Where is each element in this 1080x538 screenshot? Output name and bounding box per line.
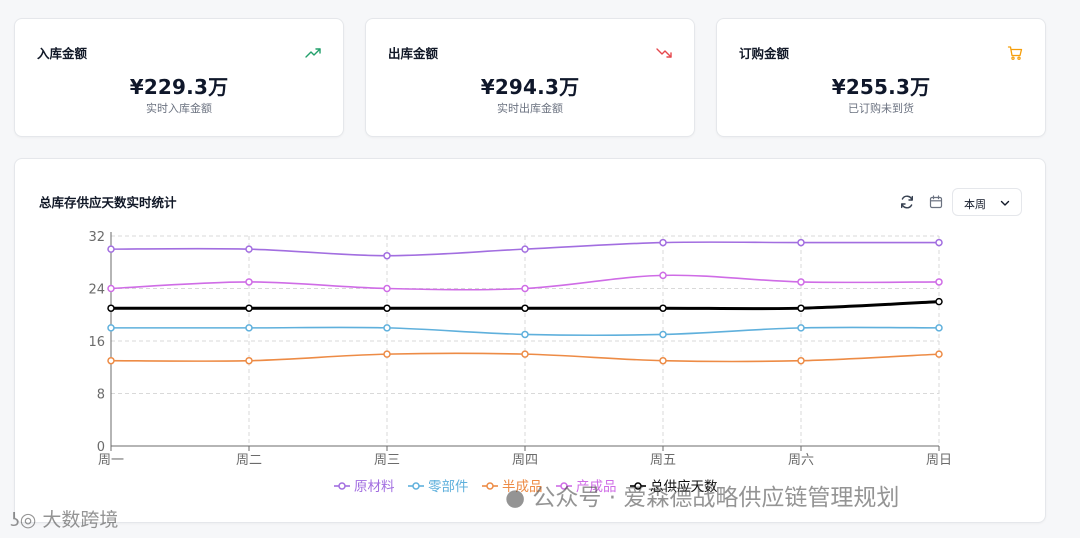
data-point [521,330,529,339]
legend-swatch-marker [412,482,420,490]
outbound-amount-card: 出库金额 ¥294.3万 实时出库金额 [365,18,695,137]
card-value: ¥229.3万 [129,75,229,99]
data-point [659,304,667,312]
card-title: 出库金额 [388,46,439,61]
watermark-right: ● 公众号 · 爱森德战略供应链管理规划 [505,478,899,512]
data-point [245,324,253,332]
card-value: ¥294.3万 [480,75,580,99]
y-tick-label: 0 [97,440,105,455]
card-subtitle: 实时出库金额 [497,102,563,115]
legend-swatch-marker [486,482,494,490]
data-point [107,356,115,365]
data-point [935,324,943,332]
legend-label: 零部件 [428,479,469,495]
trend-up-icon [305,48,321,58]
chevron-down-icon [1000,200,1010,206]
data-point [383,350,391,358]
x-tick-label: 周六 [788,453,814,468]
data-point [383,284,391,293]
data-point [797,324,805,332]
data-point [107,304,115,312]
y-tick-label: 16 [88,335,105,350]
chart-title: 总库存供应天数实时统计 [39,195,177,210]
period-select[interactable]: 本周 [952,188,1022,216]
y-tick-label: 24 [88,283,105,298]
data-point [383,324,391,332]
data-point [797,278,805,286]
data-point [521,304,529,312]
x-tick-label: 周日 [926,453,952,468]
period-select-value: 本周 [964,198,986,211]
data-point [797,356,805,365]
wechat-icon: ● [505,485,526,511]
watermark-right-text: 公众号 · 爱森德战略供应链管理规划 [532,485,900,511]
supply-days-chart-card: 总库存供应天数实时统计 本周 0 8 16 24 32 周一 周二 周三 周四 周五 周六 周日原材料… [14,158,1046,523]
data-point [245,245,253,253]
data-point [107,245,115,253]
data-point [521,350,529,358]
data-point [659,330,667,339]
calendar-icon[interactable] [928,194,944,210]
data-point [245,304,253,312]
x-tick-label: 周四 [512,453,538,468]
trend-down-icon [656,48,672,58]
data-point [797,304,805,312]
refresh-icon[interactable] [899,194,915,210]
x-tick-label: 周二 [236,453,262,468]
cart-icon [1007,46,1023,60]
order-amount-card: 订购金额 ¥255.3万 已订购未到货 [716,18,1046,137]
x-tick-label: 周一 [98,453,124,468]
card-title: 订购金额 [739,46,790,61]
legend-label: 原材料 [354,479,395,495]
data-point [383,304,391,312]
legend-swatch-marker [338,482,346,490]
data-point [107,324,115,332]
legend-label: 总供应天数 [650,478,718,495]
legend-label: 半成品 [502,479,543,495]
card-title: 入库金额 [37,46,88,61]
card-value: ¥255.3万 [831,75,931,99]
watermark-logo-icon: ʖ◎ [10,509,37,531]
card-subtitle: 已订购未到货 [848,102,914,115]
data-point [107,284,115,293]
data-point [935,297,943,306]
watermark-left-text: 大数跨境 [42,509,119,531]
card-subtitle: 实时入库金额 [146,102,212,115]
data-point [797,238,805,247]
data-point [245,356,253,365]
data-point [659,238,667,247]
data-point [521,284,529,293]
y-tick-label: 8 [97,388,105,403]
data-point [383,251,391,260]
inbound-amount-card: 入库金额 ¥229.3万 实时入库金额 [14,18,344,137]
data-point [935,238,943,247]
data-point [935,278,943,286]
legend-swatch-marker [634,482,642,490]
data-point [659,356,667,365]
y-tick-label: 32 [88,230,105,245]
legend-label: 产成品 [576,479,617,495]
x-tick-label: 周三 [374,453,400,468]
data-point [935,350,943,358]
data-point [521,245,529,253]
data-point [659,271,667,280]
data-point [245,278,253,286]
legend-swatch-marker [560,482,568,490]
x-tick-label: 周五 [650,453,676,468]
watermark-left: ʖ◎ 大数跨境 [10,505,118,532]
